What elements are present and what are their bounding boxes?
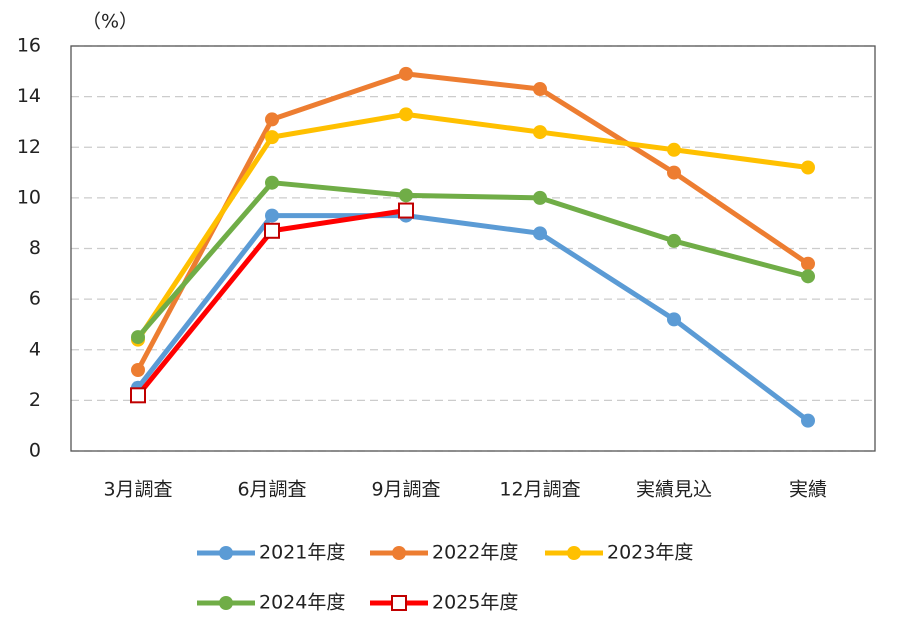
legend-marker — [219, 546, 233, 560]
marker — [130, 387, 146, 404]
marker — [667, 142, 681, 157]
y-axis-label: （%） — [82, 11, 138, 33]
x-tick-label: 6月調査 — [237, 479, 306, 501]
y-tick-label: 10 — [17, 186, 41, 208]
y-tick-label: 4 — [29, 338, 41, 360]
marker — [533, 226, 547, 241]
y-tick-label: 14 — [17, 85, 41, 107]
legend-label: 2021年度 — [259, 542, 345, 564]
marker — [399, 66, 413, 81]
legend-marker — [567, 546, 581, 560]
marker — [264, 222, 280, 239]
x-tick-label: 3月調査 — [103, 479, 172, 501]
series-line — [136, 213, 810, 423]
series-line — [135, 111, 809, 342]
y-tick-label: 6 — [29, 288, 41, 310]
marker — [801, 256, 815, 271]
legend-label: 2025年度 — [432, 592, 518, 614]
marker — [667, 312, 681, 327]
x-tick-label: 12月調査 — [499, 479, 580, 501]
x-tick-label: 実績 — [789, 479, 827, 501]
legend-marker — [219, 596, 233, 610]
marker — [131, 330, 145, 345]
marker — [533, 82, 547, 97]
marker — [667, 165, 681, 180]
marker — [131, 363, 145, 377]
marker — [801, 413, 815, 428]
legend-label: 2023年度 — [607, 542, 693, 564]
x-tick-label: 実績見込 — [636, 479, 712, 501]
marker — [399, 107, 413, 122]
marker — [398, 202, 414, 219]
legend-marker — [391, 595, 407, 611]
marker — [667, 233, 681, 248]
plot-border — [70, 45, 876, 452]
marker — [801, 269, 815, 284]
y-tick-label: 16 — [17, 35, 41, 57]
y-tick-label: 0 — [29, 440, 41, 462]
marker — [801, 160, 815, 175]
legend-marker — [392, 546, 406, 560]
marker — [399, 188, 413, 203]
marker — [265, 112, 279, 127]
series-line — [136, 180, 809, 339]
marker — [265, 130, 279, 145]
marker — [533, 190, 547, 205]
y-tick-label: 2 — [29, 389, 41, 411]
legend-label: 2022年度 — [432, 542, 518, 564]
y-tick-label: 8 — [29, 237, 41, 259]
y-tick-label: 12 — [17, 136, 41, 158]
marker — [265, 175, 279, 190]
x-tick-label: 9月調査 — [371, 479, 440, 501]
marker — [265, 208, 279, 223]
series-line — [135, 71, 810, 372]
legend-label: 2024年度 — [259, 592, 345, 614]
marker — [533, 125, 547, 140]
